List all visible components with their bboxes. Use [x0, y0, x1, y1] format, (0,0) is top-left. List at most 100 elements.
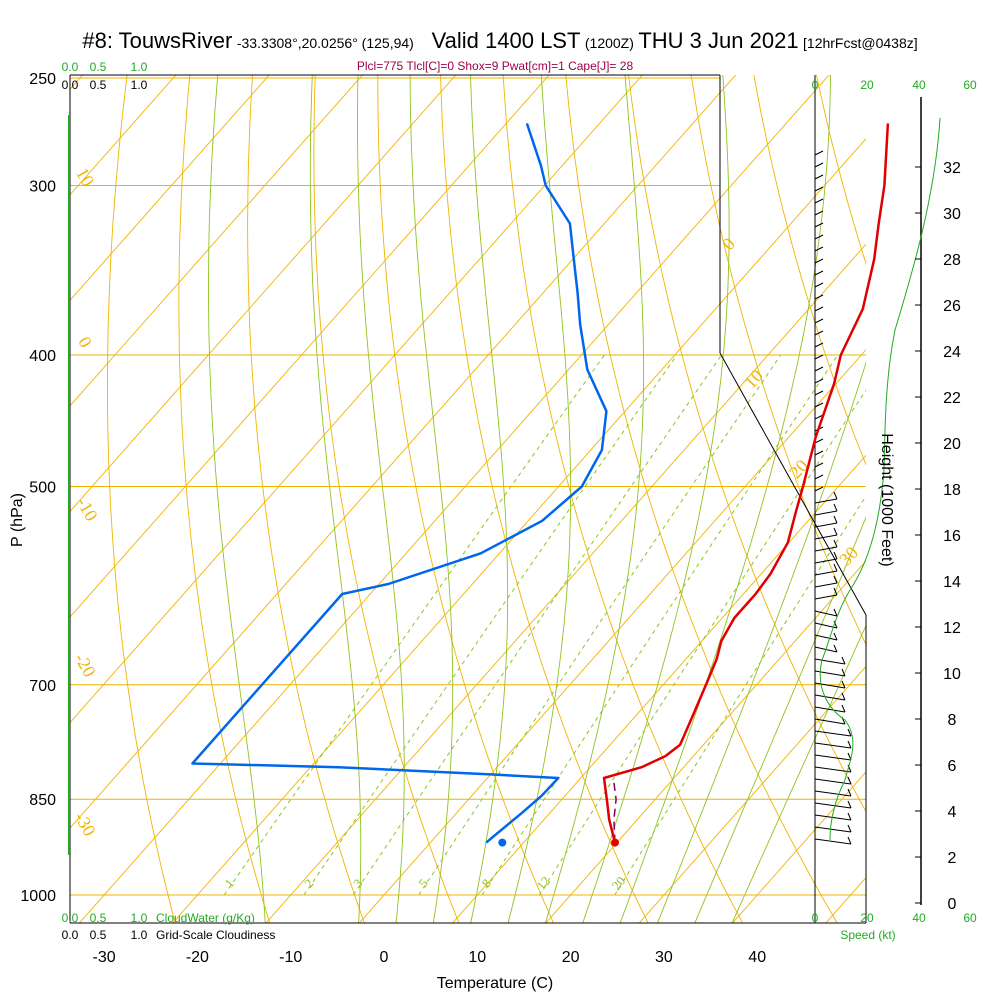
temperature-line — [602, 123, 890, 843]
wind-barb — [814, 802, 852, 809]
cloud-scale-top-black: 0.5 — [90, 78, 107, 92]
x-tick-label: 0 — [380, 949, 389, 966]
moist-adiabat-line — [507, 75, 572, 923]
moist-adiabat-line — [409, 75, 454, 923]
isotherm-line — [825, 876, 866, 923]
x-tick-label: 10 — [468, 949, 486, 966]
cloud-scale-top-green: 0.5 — [90, 60, 107, 74]
cloud-scale-top-black: 0.0 — [62, 78, 79, 92]
wind-barb — [814, 826, 852, 833]
height-tick-label: 0 — [948, 896, 957, 913]
wind-barb — [814, 318, 824, 324]
wind-barb — [814, 754, 852, 761]
thermo-guide-lines — [70, 75, 866, 923]
isotherm-line — [545, 560, 866, 923]
wind-barb — [814, 186, 824, 192]
wind-barb — [814, 270, 824, 276]
valid-date: THU 3 Jun 2021 — [638, 28, 799, 53]
moist-adiabat-line — [582, 75, 730, 923]
speed-scale-bottom: 20 — [860, 911, 874, 925]
mixing-ratio-label: 8 — [478, 876, 494, 891]
left-isotherm-label: 0 — [74, 333, 96, 351]
mixing-ratio-line — [352, 354, 723, 896]
isobar-lines — [70, 77, 866, 896]
height-tick-label: 8 — [948, 712, 957, 729]
y-axis-title: P (hPa) — [9, 493, 26, 547]
wind-barb-flag — [833, 515, 838, 524]
station-coords: -33.3308°,20.0256° (125,94) — [236, 35, 414, 51]
speed-label: Speed (kt) — [840, 928, 895, 942]
forecast-info: [12hrFcst@0438z] — [803, 35, 918, 51]
dry-adiabat-line — [753, 75, 866, 466]
moist-adiabat-line — [470, 75, 509, 923]
moist-adiabat-line — [357, 75, 405, 923]
isotherm-line — [70, 75, 737, 829]
speed-scale-bottom: 40 — [912, 911, 926, 925]
height-tick-label: 14 — [943, 574, 961, 591]
wind-barb — [814, 534, 838, 540]
wind-barb — [814, 730, 852, 737]
cloud-scale-bottom-green: 1.0 — [131, 911, 148, 925]
valid-time: Valid 1400 LST — [431, 28, 581, 53]
height-tick-label: 28 — [943, 252, 961, 269]
wind-barb — [814, 246, 824, 252]
dry-adiabat-line — [313, 75, 460, 923]
speed-scale-top: 0 — [812, 78, 819, 92]
wind-barb-flag — [833, 527, 838, 536]
x-tick-label: 30 — [655, 949, 673, 966]
wind-barb — [814, 366, 824, 372]
wind-barb-flag — [847, 800, 852, 809]
wind-barb-flag — [833, 503, 838, 512]
dry-adiabat-line — [377, 75, 554, 923]
height-tick-label: 26 — [943, 298, 961, 315]
wind-barb-flag — [847, 836, 852, 845]
height-tick-label: 16 — [943, 528, 961, 545]
cloudiness-label: Grid-Scale Cloudiness — [156, 928, 275, 942]
wind-barb — [814, 162, 824, 168]
x-tick-label: -20 — [186, 949, 209, 966]
wind-barb — [814, 570, 838, 576]
isotherm-line — [70, 75, 550, 618]
isotherm-line — [70, 75, 364, 407]
wind-barb-flag — [841, 704, 846, 713]
wind-barb — [814, 778, 852, 785]
wind-barb — [814, 462, 824, 468]
surface-temperature-dot — [611, 838, 619, 847]
wind-barb-flag — [833, 587, 838, 596]
wind-barb — [814, 498, 838, 504]
cloud-scale-bottom-black: 0.0 — [62, 928, 79, 942]
pressure-tick-label: 1000 — [20, 888, 56, 905]
moist-adiabat-line — [309, 75, 362, 923]
mixing-ratio-line — [538, 389, 866, 896]
wind-barb-flag — [833, 608, 838, 617]
left-isotherm-label: -10 — [73, 494, 102, 525]
dry-adiabat-line — [178, 75, 271, 923]
mixing-ratio-label: 2 — [301, 876, 317, 891]
mixing-ratio-line — [418, 354, 782, 896]
moist-adiabat-line — [656, 361, 866, 923]
cloud-scale-top-black: 1.0 — [131, 78, 148, 92]
speed-scale-top: 20 — [860, 78, 874, 92]
stability-indices: Plcl=775 Tlcl[C]=0 Shox=9 Pwat[cm]=1 Cap… — [357, 59, 634, 73]
wind-barb-flag — [847, 776, 852, 785]
isotherm-label: 30 — [835, 543, 862, 570]
wind-barb-flag — [847, 824, 852, 833]
wind-barb — [814, 610, 838, 617]
plot-frame — [68, 74, 922, 924]
wind-barb — [814, 306, 824, 312]
wind-barb — [814, 814, 852, 821]
wind-barb — [814, 706, 846, 713]
x-axis-title: Temperature (C) — [437, 975, 553, 992]
dry-adiabat-line — [247, 75, 365, 923]
wind-barb — [814, 558, 838, 564]
wind-barb-flag — [841, 656, 846, 665]
wind-barb — [814, 378, 824, 384]
wind-barb — [814, 150, 824, 156]
left-isotherm-label: -20 — [71, 650, 100, 681]
wind-barb — [814, 414, 824, 420]
moist-adiabat-line — [694, 516, 866, 923]
x-tick-label: -30 — [93, 949, 116, 966]
wind-barb — [814, 522, 838, 528]
isotherm-line — [731, 771, 866, 923]
